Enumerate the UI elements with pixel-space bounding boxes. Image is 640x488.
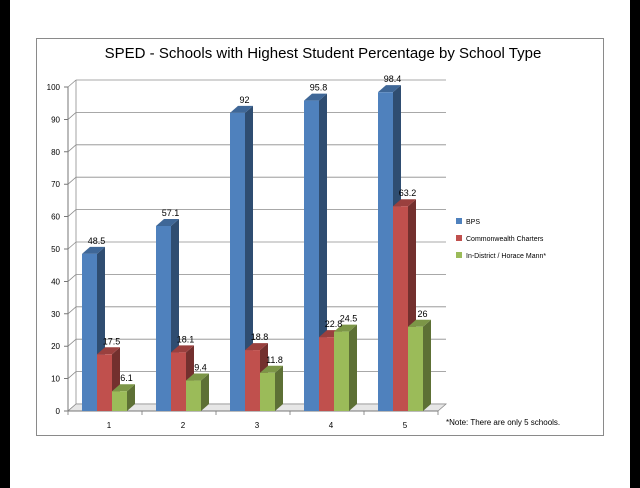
bar-top (378, 85, 401, 93)
bar-front (112, 391, 127, 411)
bar-front (393, 206, 408, 411)
bar-front (97, 354, 112, 411)
bar (156, 218, 179, 411)
gridline-side (67, 338, 77, 347)
bar (186, 373, 209, 411)
bar-front (245, 350, 260, 411)
bar-top (408, 319, 431, 327)
bar-side (349, 324, 357, 411)
bar (260, 365, 283, 411)
x-tick-label: 2 (181, 421, 186, 430)
y-tick-label: 100 (47, 83, 61, 92)
data-label: 9.4 (194, 363, 207, 373)
gridline-side (67, 176, 77, 185)
bar (334, 324, 357, 411)
x-tick-label: 1 (107, 421, 112, 430)
data-label: 48.5 (88, 236, 106, 246)
bar-top (171, 345, 194, 353)
bar-top (230, 105, 253, 113)
bar-top (82, 246, 105, 254)
bar-front (319, 337, 334, 411)
bar-side (127, 384, 135, 411)
x-tick-label: 5 (403, 421, 408, 430)
bar-top (260, 365, 283, 373)
gridline-side (67, 371, 77, 379)
gridline-side (67, 306, 77, 315)
y-tick-label: 20 (51, 342, 60, 351)
gridline-side (67, 241, 77, 250)
chart-title: SPED - Schools with Highest Student Perc… (105, 45, 542, 62)
right-border (630, 0, 640, 488)
data-label: 26 (417, 309, 427, 319)
bar (408, 319, 431, 411)
bar (112, 384, 135, 411)
bar-side (201, 373, 209, 411)
bar-front (260, 372, 275, 411)
y-tick-label: 40 (51, 277, 60, 286)
bar-front (334, 331, 349, 411)
bar-side (275, 365, 283, 411)
legend-swatch (456, 235, 462, 241)
gridline-side (67, 144, 77, 153)
legend-label: In-District / Horace Mann* (466, 253, 546, 260)
y-tick-label: 60 (51, 213, 60, 222)
bar-top (97, 347, 120, 355)
bars (82, 85, 431, 412)
bar-top (186, 373, 209, 381)
y-tick-label: 10 (51, 375, 60, 384)
bar-side (319, 93, 327, 411)
bar-top (393, 199, 416, 207)
bar-front (82, 253, 97, 411)
footnote: *Note: There are only 5 schools. (446, 418, 560, 427)
gridline-side (67, 79, 77, 88)
gridline-side (67, 112, 77, 120)
data-label: 98.4 (384, 74, 402, 84)
bar-front (408, 326, 423, 411)
bar-top (112, 384, 135, 392)
data-label: 11.8 (266, 355, 283, 365)
data-label: 6.1 (120, 373, 133, 383)
bar-side (423, 319, 431, 411)
y-tick-label: 50 (51, 245, 60, 254)
bar-front (230, 112, 245, 412)
legend-label: Commonwealth Charters (466, 236, 544, 243)
data-label: 17.5 (103, 336, 121, 346)
data-label: 63.2 (399, 188, 417, 198)
bar (230, 105, 253, 412)
data-label: 22.8 (325, 319, 343, 329)
legend-swatch (456, 218, 462, 224)
bar-front (304, 100, 319, 411)
data-label: 95.8 (310, 83, 328, 93)
bar-front (186, 380, 201, 411)
legend: BPS Commonwealth Charters In-District / Ho… (456, 218, 546, 260)
y-tick-label: 70 (51, 180, 60, 189)
bar-top (304, 93, 327, 101)
data-label: 92 (239, 95, 249, 105)
data-label: 24.5 (340, 314, 358, 324)
y-tick-label: 30 (51, 310, 60, 319)
bar-front (156, 225, 171, 411)
bar-top (334, 324, 357, 332)
x-tick-label: 4 (329, 421, 334, 430)
left-border (0, 0, 10, 488)
x-tick-label: 3 (255, 421, 260, 430)
legend-swatch (456, 252, 462, 258)
y-tick-label: 0 (56, 407, 61, 416)
data-labels: 48.5 17.5 6.1 57.1 18.1 9.4 92 18.8 11.8 95.8 22.8… (88, 74, 428, 383)
legend-label: BPS (466, 219, 480, 226)
bar-top (156, 218, 179, 226)
gridline-side (67, 209, 77, 217)
y-tick-label: 80 (51, 148, 60, 157)
data-label: 18.1 (177, 334, 195, 344)
y-tick-label: 90 (51, 115, 60, 124)
bar-top (245, 343, 268, 351)
gridline-side (67, 274, 77, 282)
bar-front (171, 352, 186, 411)
bar (304, 93, 327, 411)
data-label: 18.8 (251, 332, 269, 342)
data-label: 57.1 (162, 208, 180, 218)
bar-side (245, 105, 253, 412)
bar-front (378, 92, 393, 412)
